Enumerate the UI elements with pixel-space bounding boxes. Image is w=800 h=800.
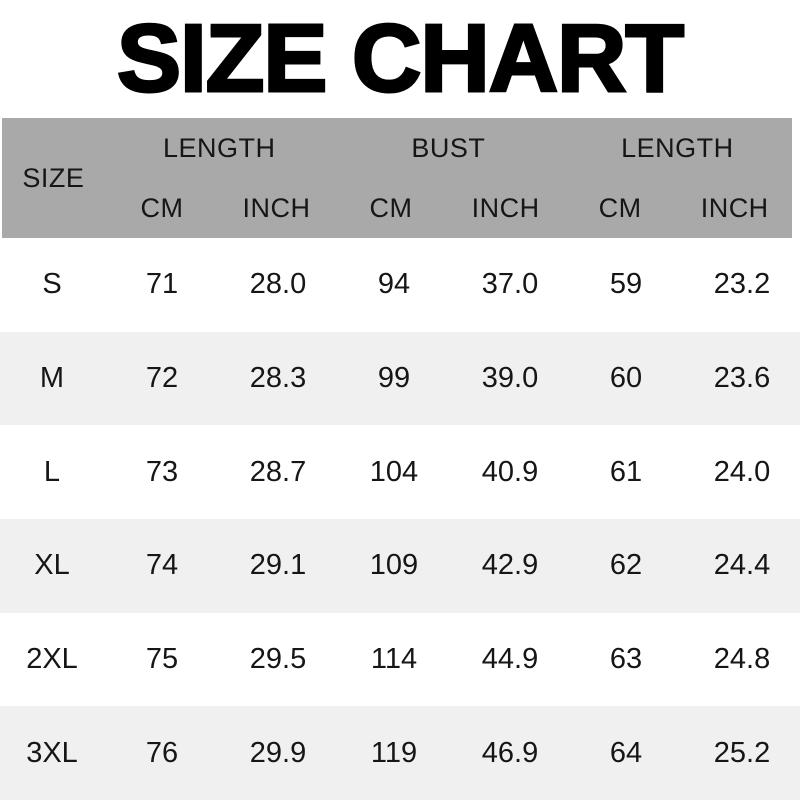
table-cell: 72 — [145, 362, 179, 394]
row-size-label: M — [39, 362, 65, 394]
table-cell: 94 — [377, 268, 411, 301]
row-size-label: S — [42, 268, 62, 301]
table-cell: 44.9 — [481, 643, 539, 676]
table-cell: 24.8 — [713, 643, 771, 676]
table-cell: 28.7 — [249, 455, 307, 488]
table-row-xl: XL 74 29.1 109 42.9 62 24.4 — [0, 519, 800, 613]
group-header-bust: BUST — [411, 132, 486, 163]
subheader-length-inch: INCH — [242, 192, 311, 223]
table-cell: 25.2 — [713, 736, 771, 769]
subheader-bust-inch: INCH — [471, 192, 540, 223]
table-cell: 99 — [377, 362, 411, 394]
table-cell: 63 — [609, 643, 643, 676]
row-size-label: 2XL — [26, 643, 78, 676]
table-row-s: S 71 28.0 94 37.0 59 23.2 — [0, 238, 800, 332]
table-cell: 28.3 — [249, 362, 307, 394]
table-cell: 114 — [370, 643, 418, 676]
column-header-size: SIZE — [22, 162, 85, 193]
table-cell: 37.0 — [481, 268, 539, 301]
row-size-label: 3XL — [26, 736, 78, 769]
table-cell: 29.9 — [249, 736, 307, 769]
table-row-2xl: 2XL 75 29.5 114 44.9 63 24.8 — [0, 612, 800, 707]
table-cell: 42.9 — [481, 549, 539, 582]
subheader-bust-cm: CM — [369, 192, 413, 223]
table-cell: 23.2 — [713, 268, 771, 301]
table-cell: 24.0 — [713, 455, 771, 488]
table-cell: 74 — [145, 549, 179, 582]
table-cell: 59 — [609, 268, 643, 301]
table-cell: 76 — [145, 736, 179, 769]
table-cell: 64 — [609, 736, 643, 769]
table-row-m: M 72 28.3 99 39.0 60 23.6 — [0, 331, 800, 426]
page-title: SIZE CHART — [116, 4, 686, 114]
table-cell: 29.5 — [249, 643, 307, 676]
table-cell: 73 — [145, 455, 179, 488]
subheader-length-cm: CM — [140, 192, 184, 223]
table-cell: 75 — [145, 643, 179, 676]
table-cell: 40.9 — [481, 455, 539, 488]
group-header-length-2: LENGTH — [621, 132, 734, 163]
table-cell: 119 — [370, 736, 418, 769]
table-row-3xl: 3XL 76 29.9 119 46.9 64 25.2 — [0, 706, 800, 800]
table-row-l: L 73 28.7 104 40.9 61 24.0 — [0, 425, 800, 520]
table-cell: 23.6 — [713, 362, 771, 394]
table-cell: 62 — [609, 549, 643, 582]
row-size-label: XL — [34, 549, 70, 582]
table-body: S 71 28.0 94 37.0 59 23.2 M 72 28.3 99 3… — [0, 238, 800, 800]
table-cell: 60 — [609, 362, 643, 394]
group-header-length-1: LENGTH — [162, 132, 276, 163]
table-cell: 71 — [145, 268, 179, 301]
table-cell: 61 — [609, 455, 643, 488]
table-cell: 39.0 — [481, 362, 539, 394]
subheader-length2-inch: INCH — [700, 192, 769, 223]
table-cell: 104 — [369, 455, 419, 488]
subheader-length2-cm: CM — [598, 192, 642, 223]
table-cell: 109 — [369, 549, 419, 582]
table-cell: 29.1 — [249, 549, 307, 582]
title-section: SIZE CHART — [0, 0, 800, 118]
table-cell: 46.9 — [481, 736, 539, 769]
table-header: SIZE LENGTH BUST LENGTH CM INCH CM INCH … — [2, 118, 792, 238]
row-size-label: L — [43, 455, 61, 488]
table-cell: 24.4 — [713, 549, 771, 582]
table-cell: 28.0 — [249, 268, 307, 301]
